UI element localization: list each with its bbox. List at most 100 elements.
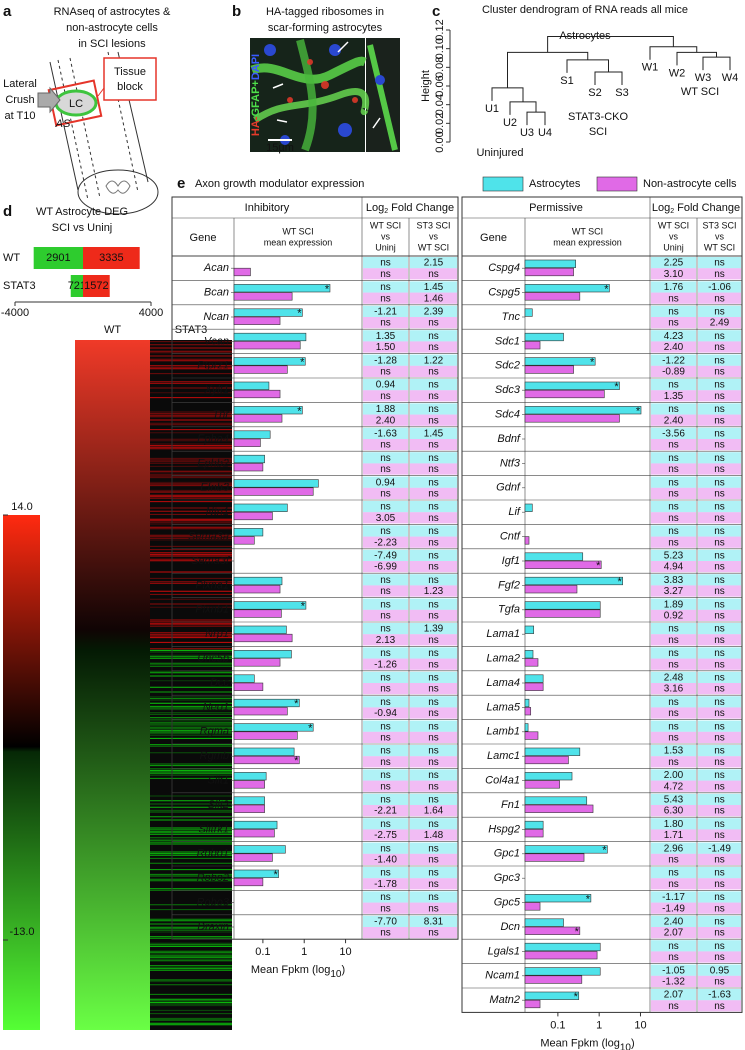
table-value: ns [714,440,725,451]
table-cell [698,891,741,903]
gene-label: Sdc4 [495,409,520,421]
gene-label: Robo2 [197,872,229,884]
table-cell [410,390,457,402]
table-cell [698,780,741,792]
gene-label: Cspg5 [488,287,521,299]
table-cell [363,878,408,890]
dendrogram-link [676,51,717,66]
significance-mark: * [575,926,580,938]
table-cell [698,647,741,659]
gene-label: Gpc5 [494,897,521,909]
table-value: -1.78 [374,879,397,890]
table-value: -7.49 [374,551,397,562]
table-cell [410,330,457,342]
table-value: ns [714,830,725,841]
table-value: ns [428,269,439,280]
table-cell [698,512,741,524]
bar [233,820,278,830]
comparison-header: Uninj [663,242,684,252]
table-value: ns [714,892,725,903]
table-cell [698,707,741,719]
fold-header: Log2 Fold Change [366,202,454,215]
table-cell [698,793,741,805]
table-value: ns [714,355,725,366]
bar [524,918,564,927]
y-tick-label: 0.08 [434,57,446,78]
significance-mark: * [273,869,278,881]
table-cell [698,427,741,439]
bar [233,682,264,691]
table-cell [651,683,696,695]
table-value: ns [668,624,679,635]
bar [233,463,264,472]
gene-label: Ptprz1 [197,360,229,372]
significance-mark: * [618,576,623,588]
stain-label: HA-GFAP+DAPI [250,54,262,136]
stain-part: + [250,80,262,86]
bar [524,267,574,277]
table-cell [651,707,696,719]
table-value: ns [380,770,391,781]
bar [524,723,529,732]
table-cell [651,598,696,610]
table-cell [698,549,741,561]
gene-label: Lama1 [486,628,520,640]
bar [524,308,533,317]
bar [524,406,642,415]
table-cell [363,805,408,817]
bar [524,780,560,789]
table-cell [698,671,741,683]
table-value: ns [428,367,439,378]
gene-label: Ntn1 [206,506,229,518]
table-value: 2.49 [710,318,730,329]
table-value: ns [668,708,679,719]
table-value: ns [428,318,439,329]
table-value: ns [714,380,725,391]
table-value: ns [714,781,725,792]
table-cell [363,671,408,683]
gene-label: Lama5 [486,701,521,713]
table-value: ns [668,489,679,500]
expression-header: WT SCI [572,226,603,236]
table-value: ns [714,624,725,635]
leaf-label: S1 [560,75,573,87]
tissue-block-label: Tissue [114,66,146,78]
table-value: ns [668,380,679,391]
table-cell [698,330,741,342]
bar [233,869,279,878]
table-cell [651,1000,696,1012]
bar [233,804,265,813]
x-axis-label: Mean Fpkm (log10) [251,964,345,980]
table-cell [363,731,408,743]
table-cell [410,902,457,914]
table-value: 1.39 [424,624,444,635]
table-cell [410,769,457,781]
table-value: 1.45 [424,282,444,293]
table-title: Inhibitory [245,202,290,214]
dendrogram-link [702,56,731,71]
table-cell [651,317,696,329]
table-value: ns [380,575,391,586]
table-value: ns [428,708,439,719]
table-cell [363,365,408,377]
expression-header: mean expression [553,237,622,247]
table-cell [651,951,696,963]
table-value: ns [428,464,439,475]
bar [70,275,83,297]
significance-mark: * [297,405,302,417]
table-cell [698,769,741,781]
table-value: ns [380,843,391,854]
table-value: 2.40 [664,342,684,353]
table-value: ns [668,635,679,646]
table-cell [363,623,408,635]
table-value: ns [668,453,679,464]
table-cell [363,658,408,670]
significance-mark: * [301,601,306,613]
table-value: 5.43 [664,795,684,806]
table-cell [410,609,457,621]
table-value: 1.64 [424,806,444,817]
table-value: ns [428,733,439,744]
bar [233,601,307,610]
table-cell [363,549,408,561]
table-cell [698,561,741,573]
